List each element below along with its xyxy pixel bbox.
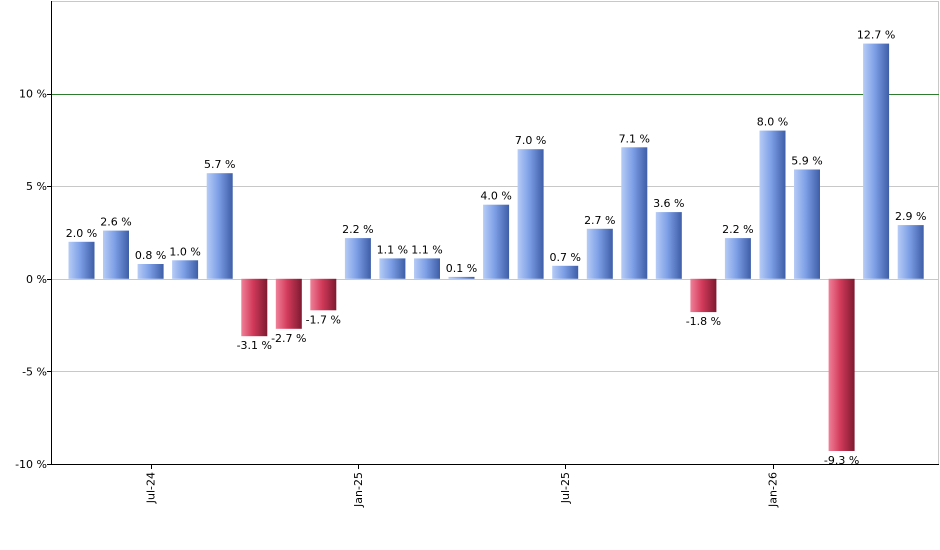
value-label: 4.0 % xyxy=(480,190,511,203)
y-tick-label: -5 % xyxy=(22,365,47,378)
value-label: 1.1 % xyxy=(377,243,408,256)
bar-Mar-25 xyxy=(379,258,406,279)
y-tick-labels: -10 % -5 % 0 % 5 % 10 % xyxy=(15,88,47,471)
bar-Jun-24 xyxy=(68,241,95,279)
y-tick-label: 10 % xyxy=(19,88,47,101)
bar-Jul-24 xyxy=(103,230,129,279)
value-label: -1.8 % xyxy=(686,315,721,328)
bar-Mar-26 xyxy=(794,169,820,279)
bar-Feb-26 xyxy=(759,130,786,279)
bar-May-25 xyxy=(448,276,475,279)
value-label: 2.2 % xyxy=(722,223,753,236)
value-label: 3.6 % xyxy=(653,197,684,210)
bar-Jan-26 xyxy=(724,238,751,279)
bar-Dec-25 xyxy=(690,278,717,313)
value-label: 5.7 % xyxy=(204,158,235,171)
bars xyxy=(68,43,924,451)
value-label: -3.1 % xyxy=(237,339,272,352)
bar-Aug-25 xyxy=(552,265,579,279)
value-label: 1.1 % xyxy=(411,243,442,256)
axes xyxy=(47,1,939,469)
x-tick-label: Jan-25 xyxy=(352,472,365,508)
y-tick-label: -10 % xyxy=(15,458,47,471)
value-label: 8.0 % xyxy=(757,116,788,129)
value-label: 7.1 % xyxy=(619,132,650,145)
x-tick-label: Jan-26 xyxy=(767,472,780,508)
value-label: 0.7 % xyxy=(549,251,580,264)
x-tick-label: Jul-24 xyxy=(145,472,158,504)
value-label: 2.2 % xyxy=(342,223,373,236)
bar-Nov-24 xyxy=(241,278,268,337)
y-tick-label: 0 % xyxy=(26,273,47,286)
bar-Jun-26 xyxy=(897,225,924,279)
x-tick-label: Jul-25 xyxy=(559,472,572,504)
value-label: 1.0 % xyxy=(169,245,200,258)
bar-Apr-26 xyxy=(828,278,855,451)
value-label: 5.9 % xyxy=(791,155,822,168)
value-label: 2.6 % xyxy=(100,216,131,229)
value-label: 2.9 % xyxy=(895,210,926,223)
value-label: -2.7 % xyxy=(271,332,306,345)
bar-Sep-24 xyxy=(172,260,199,279)
bar-Dec-24 xyxy=(275,278,302,329)
bar-Oct-25 xyxy=(621,147,648,279)
value-label: 2.0 % xyxy=(66,227,97,240)
value-label: 2.7 % xyxy=(584,214,615,227)
value-label: 0.1 % xyxy=(446,262,477,275)
value-label: -9.3 % xyxy=(824,454,859,467)
bar-Jul-25 xyxy=(517,149,544,279)
value-labels: 2.0 %2.6 %0.8 % 1.0 %5.7 %-3.1 %-2.7 %-1.… xyxy=(66,29,927,467)
bar-Oct-24 xyxy=(206,173,233,279)
x-tick-labels: Jul-24 Jan-25 Jul-25 Jan-26 xyxy=(145,472,780,508)
bar-Sep-25 xyxy=(586,228,613,279)
value-label: 7.0 % xyxy=(515,134,546,147)
value-label: 12.7 % xyxy=(857,29,895,42)
bar-Nov-25 xyxy=(655,212,682,279)
bar-Feb-25 xyxy=(344,238,371,279)
bar-Apr-25 xyxy=(414,258,440,279)
bar-Jan-25 xyxy=(310,278,337,311)
bar-May-26 xyxy=(863,43,890,279)
bar-Jun-25 xyxy=(483,204,510,279)
bar-Aug-24 xyxy=(137,264,164,279)
value-label: 0.8 % xyxy=(135,249,166,262)
y-tick-label: 5 % xyxy=(26,180,47,193)
value-label: -1.7 % xyxy=(306,313,341,326)
